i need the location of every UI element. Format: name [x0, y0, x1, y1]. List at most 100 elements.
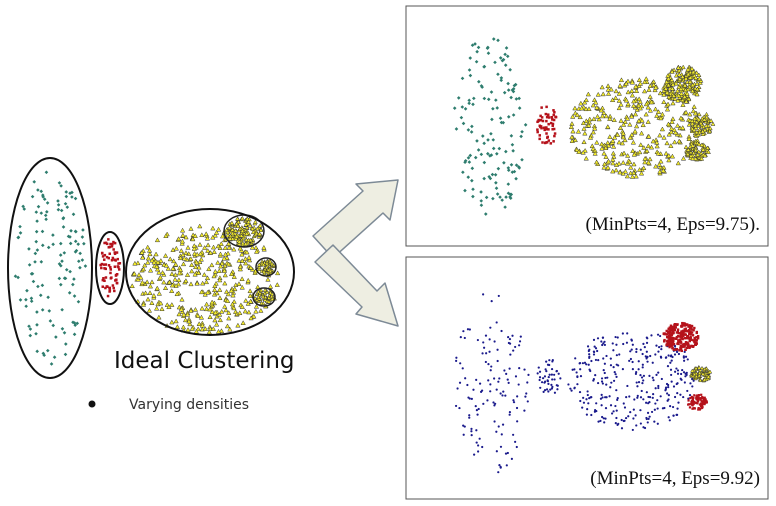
- yellow-dense-point: [664, 79, 670, 84]
- yellow-point: [627, 159, 633, 165]
- noise-point: [546, 363, 550, 366]
- red-point: [679, 344, 683, 347]
- red-point: [693, 343, 697, 346]
- yellow-point: [173, 245, 179, 251]
- noise-point: [567, 383, 570, 386]
- yellow-point: [680, 155, 687, 161]
- red-point: [545, 128, 548, 131]
- red-point: [676, 323, 679, 326]
- yellow-point: [157, 274, 163, 280]
- yellow-point: [663, 150, 669, 156]
- yellow-point: [212, 309, 219, 315]
- noise-point: [476, 413, 479, 416]
- noise-point: [628, 359, 631, 362]
- red-point: [696, 335, 700, 338]
- noise-point: [609, 357, 612, 360]
- yellow-point: [204, 301, 210, 307]
- yellow-point: [616, 105, 622, 111]
- noise-point: [506, 378, 509, 381]
- yellow-dense-point: [705, 145, 711, 150]
- yellow-point: [680, 102, 686, 107]
- yellow-point: [170, 247, 176, 252]
- yellow-dense-point: [257, 223, 263, 228]
- red-point: [677, 339, 680, 342]
- red-point: [118, 261, 122, 265]
- yellow-point: [605, 124, 611, 129]
- red-point: [701, 404, 704, 407]
- yellow-point: [670, 100, 676, 106]
- red-point: [675, 335, 679, 339]
- teal-point: [58, 241, 63, 246]
- noise-point: [610, 412, 614, 415]
- yellow-point: [613, 162, 620, 167]
- teal-point: [56, 207, 61, 212]
- teal-point: [43, 213, 48, 218]
- yellow-point: [176, 311, 182, 317]
- yellow-dense-point: [269, 291, 275, 296]
- noise-point: [516, 420, 519, 423]
- red-point: [665, 333, 669, 336]
- red-point: [543, 126, 547, 129]
- red-point: [115, 281, 119, 285]
- yellow-dense-point: [700, 131, 706, 136]
- red-point: [699, 397, 702, 400]
- yellow-dense-point: [683, 98, 689, 104]
- yellow-point: [209, 309, 215, 314]
- noise-point: [666, 365, 670, 368]
- yellow-point: [169, 288, 175, 293]
- red-point: [691, 399, 694, 402]
- noise-point: [642, 342, 645, 345]
- red-point: [536, 128, 539, 131]
- teal-point: [500, 198, 504, 202]
- yellow-dense-point: [690, 143, 696, 148]
- yellow-dense-point: [696, 111, 702, 117]
- red-point: [690, 328, 693, 331]
- yellow-point: [210, 234, 216, 240]
- yellow-point: [162, 285, 169, 291]
- yellow-point: [653, 84, 659, 90]
- red-point: [699, 407, 702, 410]
- noise-point: [492, 401, 495, 404]
- yellow-point: [188, 308, 194, 313]
- yellow-point: [173, 261, 179, 267]
- teal-point: [59, 208, 64, 213]
- yellow-point: [618, 77, 625, 83]
- noise-point: [538, 378, 541, 382]
- teal-point: [479, 190, 483, 194]
- red-point: [688, 332, 691, 335]
- noise-point: [660, 348, 663, 351]
- red-point: [705, 400, 708, 403]
- yellow-point: [189, 326, 195, 331]
- teal-point: [73, 239, 78, 244]
- teal-point: [481, 134, 485, 138]
- red-point: [688, 326, 692, 330]
- yellow-dense-point: [266, 299, 272, 304]
- teal-point: [511, 113, 516, 117]
- noise-point: [592, 338, 596, 341]
- noise-point: [657, 345, 661, 349]
- yellow-point: [645, 104, 651, 110]
- noise-point: [501, 394, 504, 397]
- yellow-point: [139, 249, 145, 255]
- red-point: [103, 253, 107, 257]
- yellow-dense-point: [264, 265, 269, 270]
- teal-point: [57, 181, 62, 185]
- noise-point: [502, 390, 505, 393]
- red-point: [682, 331, 685, 335]
- red-point: [106, 294, 110, 298]
- noise-point: [524, 395, 527, 398]
- teal-point: [39, 260, 44, 264]
- yellow-point: [202, 245, 208, 250]
- yellow-point: [594, 104, 600, 110]
- noise-point: [631, 343, 634, 346]
- red-point: [552, 140, 555, 143]
- noise-point: [514, 440, 517, 443]
- teal-point: [506, 88, 511, 92]
- red-point: [108, 286, 112, 290]
- yellow-point: [212, 283, 218, 288]
- arrow-down-right-icon: [314, 244, 399, 327]
- noise-point: [617, 364, 620, 367]
- noise-point: [573, 368, 576, 371]
- noise-point: [455, 359, 458, 362]
- yellow-point: [631, 161, 637, 167]
